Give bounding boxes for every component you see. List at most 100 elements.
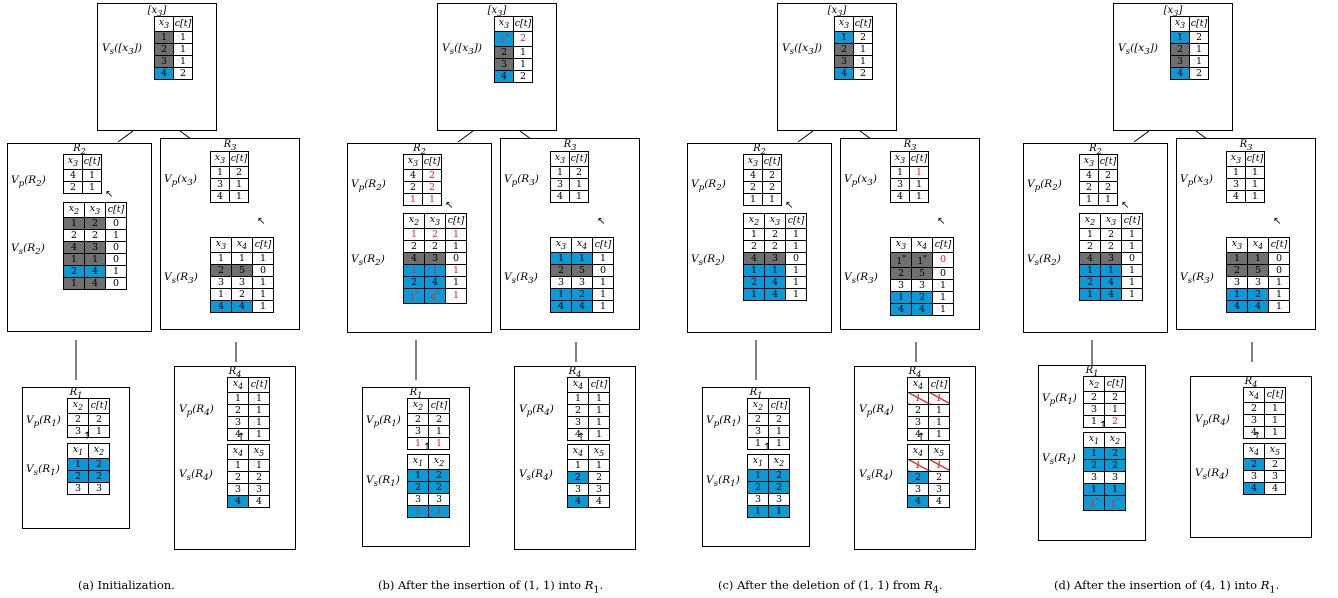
- table-cell: 1: [1098, 192, 1118, 206]
- table-cell: 2: [1243, 401, 1265, 415]
- table-cell: 4: [1170, 66, 1190, 80]
- table-cell: 1: [1100, 263, 1122, 277]
- panel-caption: (b) After the insertion of (1, 1) into R…: [378, 578, 604, 596]
- view-label: Vp(R4): [1195, 413, 1230, 429]
- table-cell: 2: [428, 412, 450, 426]
- relation-table: x1 x2 1 2 2 2 3 3 1 1: [407, 454, 450, 518]
- table-cell: 1: [785, 287, 807, 301]
- column-header: c[t]: [569, 151, 589, 167]
- table-cell: 1: [588, 415, 610, 429]
- view-label: Vp(R1): [366, 414, 401, 430]
- column-header: x1: [1083, 432, 1105, 448]
- table-cell: 3: [227, 415, 249, 429]
- table-cell: 3: [747, 424, 769, 438]
- table-cell: 1: [403, 263, 425, 277]
- relation-table: x4 c[t] 2 1 3 1 4 1: [1243, 387, 1286, 439]
- table-cell: 1: [907, 391, 929, 405]
- table-cell: 1: [1079, 287, 1101, 301]
- column-header: c[t]: [422, 154, 442, 170]
- r4-node-box: R4 Vp(R4) x4 c[t] 1 1 2 1 3 1 4 1 ↑ x4 x5 1 1 2 2 3 3 4 4 Vs(R4…: [514, 366, 636, 550]
- relation-table: x4 x5 2 2 3 3 4 4: [1243, 443, 1286, 495]
- header-row: x3 x4 c[t]: [210, 237, 274, 253]
- derivation-arrow: ↖: [597, 216, 606, 227]
- table-cell: 1: [890, 165, 910, 179]
- column-header: c[t]: [105, 202, 127, 218]
- table-cell: 4: [890, 189, 910, 203]
- table-cell: 3: [1226, 177, 1246, 191]
- relation-table: x4 x5 1 1 2 2 3 3 4 4: [567, 444, 610, 508]
- node-title: [x3]: [827, 5, 847, 18]
- view-label: Vs(R1): [26, 463, 60, 479]
- view-label: Vs(R2): [691, 253, 725, 269]
- header-row: x3 x4 c[t]: [550, 237, 614, 253]
- column-header: x2: [407, 398, 429, 414]
- table-cell: 0: [105, 276, 127, 290]
- table-cell: 1: [853, 54, 873, 68]
- column-header: c[t]: [1268, 237, 1290, 253]
- table-cell: 2: [403, 239, 425, 253]
- table-cell: 1: [173, 42, 193, 56]
- table-cell: 1: [928, 458, 950, 472]
- header-row: x4 x5: [567, 444, 610, 460]
- table-cell: 3: [571, 275, 593, 289]
- derivation-arrow: ↑: [237, 432, 246, 443]
- column-header: x3: [154, 16, 174, 32]
- table-cell: 1: [1170, 30, 1190, 44]
- table-cell: 1: [1226, 165, 1246, 179]
- relation-table: x3 c[t] 1 2 2 1 3 1 4 2: [1170, 16, 1209, 80]
- table-cell: 3: [67, 424, 89, 438]
- table-cell: 2: [88, 412, 110, 426]
- column-header: x2: [743, 213, 765, 229]
- table-cell: 1: [227, 391, 249, 405]
- relation-table: x3 c[t] 4 2 2 2 1 1: [743, 154, 782, 206]
- header-row: x3 c[t]: [1170, 16, 1209, 32]
- table-cell: 2: [1100, 239, 1122, 253]
- table-cell: 1: [785, 227, 807, 241]
- view-label: Vs(R2): [351, 253, 385, 269]
- table-cell: 1*: [403, 287, 425, 305]
- r1-node-box: R1 Vp(R1) x2 c[t] 2 2 3 1 ↑ x1 x2 1 2 2 2 3 3 Vs(R1): [22, 387, 130, 529]
- header-row: x3 c[t]: [1079, 154, 1118, 170]
- node-title: R1: [1085, 365, 1099, 378]
- table-cell: 3: [550, 275, 572, 289]
- relation-table: x3 c[t] 1* 2 2 1 3 1 4 2: [494, 16, 533, 84]
- table-row: 4* 1*: [1083, 494, 1126, 512]
- table-cell: 2: [911, 291, 933, 305]
- header-row: x4 c[t]: [907, 377, 950, 393]
- r4-node-box: R4 Vp(R4) x4 c[t] 1 1 2 1 3 1 4 1 ↑ x4 x5 1 1 2 2 3 3 4 4 Vs(R4…: [174, 366, 296, 550]
- r2-node-box: R2 Vp(R2) x3 c[t] 4 2 2 2 1 1 ↖ x2 x3 c[t] 1 2 1 2 2 1 4 3 0 1 1…: [1023, 143, 1168, 333]
- table-cell: 2: [428, 468, 450, 482]
- table-cell: 2: [424, 227, 446, 241]
- table-cell: 2: [747, 480, 769, 494]
- node-title: [x3]: [1163, 5, 1183, 18]
- relation-table: x4 c[t] 1 1 2 1 3 1 4 1: [907, 377, 950, 441]
- table-cell: 1: [785, 275, 807, 289]
- header-row: x3 c[t]: [1226, 151, 1265, 167]
- table-cell: 4: [1226, 189, 1246, 203]
- table-cell: 1: [428, 424, 450, 438]
- column-header: x4: [227, 377, 249, 393]
- column-header: x2: [403, 213, 425, 229]
- table-cell: 1: [428, 436, 450, 450]
